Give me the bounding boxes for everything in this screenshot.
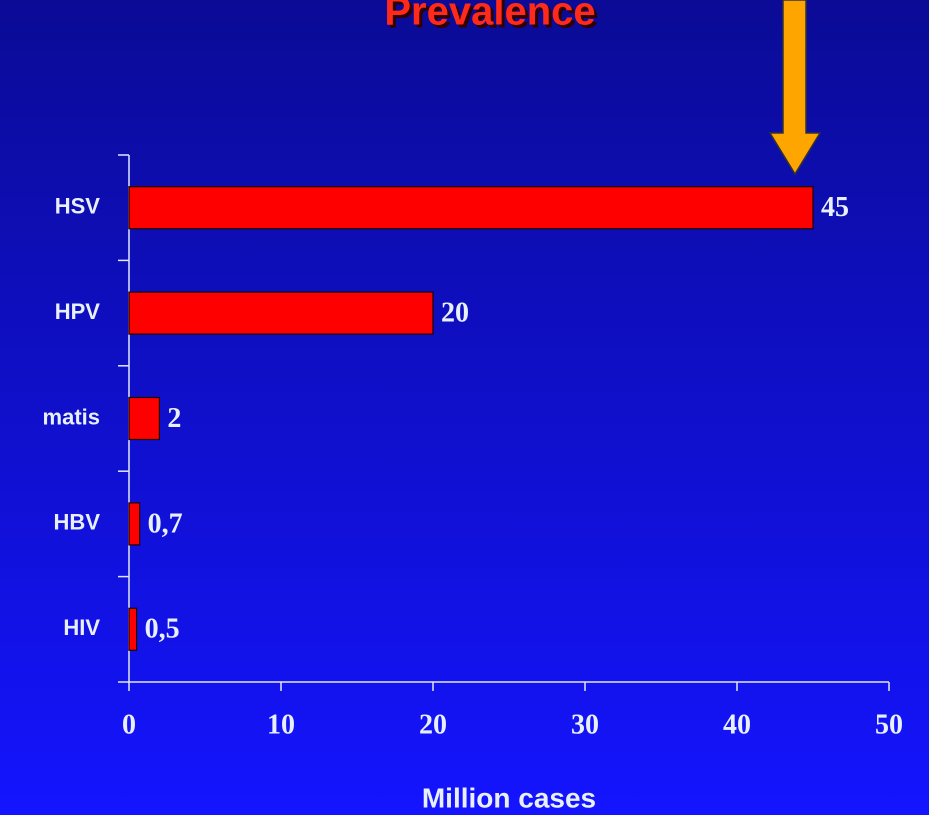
value-label: 20	[441, 298, 469, 329]
x-tick-label: 0	[122, 709, 136, 740]
x-tick-label: 10	[267, 709, 295, 740]
y-tick-label: HIV	[63, 615, 100, 640]
x-tick-label: 50	[875, 709, 903, 740]
arrow	[768, 0, 822, 176]
y-tick-label: HSV	[55, 194, 101, 219]
y-tick-label: HBV	[54, 510, 101, 535]
x-tick-label: 30	[571, 709, 599, 740]
y-tick-label: HPV	[55, 299, 101, 324]
bar	[128, 396, 160, 441]
bar	[128, 607, 138, 651]
value-label: 2	[167, 403, 181, 434]
x-axis-label: Million cases	[422, 782, 596, 813]
bar	[128, 502, 141, 546]
y-tick-label: matis	[43, 404, 100, 429]
bar	[128, 186, 814, 230]
bar	[128, 291, 434, 335]
x-tick-label: 20	[419, 709, 447, 740]
value-label: 0,7	[148, 508, 183, 539]
value-label: 0,5	[145, 614, 180, 645]
value-label: 45	[821, 192, 849, 223]
x-tick-label: 40	[723, 709, 751, 740]
chart-title: Prevalence	[384, 0, 595, 34]
chart-title-shadow: Prevalence	[387, 0, 598, 37]
